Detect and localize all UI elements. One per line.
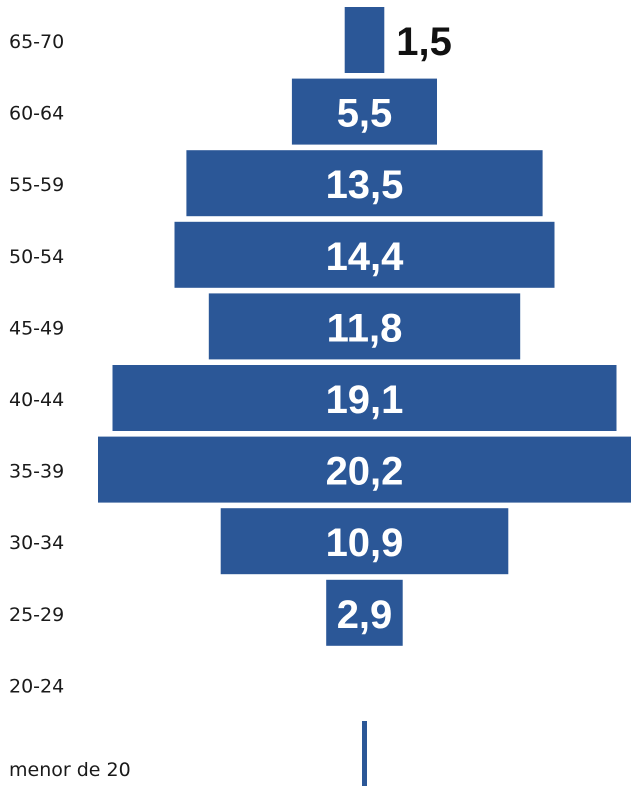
value-label-55-59: 13,5 xyxy=(326,163,404,207)
bar-40-44 xyxy=(112,365,617,431)
value-label-50-54: 14,4 xyxy=(326,235,405,279)
value-label-60-64: 5,5 xyxy=(337,92,393,136)
bar-menor-de-20 xyxy=(362,721,367,786)
bar-30-34 xyxy=(220,508,509,575)
category-label-60-64: 60-64 xyxy=(9,103,64,125)
category-label-40-44: 40-44 xyxy=(9,389,64,411)
value-label-45-49: 11,8 xyxy=(327,306,403,350)
category-label-30-34: 30-34 xyxy=(9,532,64,554)
value-label-35-39: 20,2 xyxy=(326,450,404,494)
value-label-40-44: 19,1 xyxy=(326,378,404,422)
category-labels: 65-70 60-64 55-59 50-54 45-49 40-44 35-39 30-34… xyxy=(9,31,131,781)
bar-25-29 xyxy=(326,579,403,646)
category-label-55-59: 55-59 xyxy=(9,174,64,196)
bar-60-64 xyxy=(291,78,437,145)
category-label-menor-de-20: menor de 20 xyxy=(9,759,131,781)
bar-35-39 xyxy=(98,436,631,503)
value-labels: 1,55,5 13,5 14,4 11,8 19,1 20,2 10,9 2,9 xyxy=(326,20,452,637)
value-label-65-70: 1,5 xyxy=(396,20,452,64)
bar-50-54 xyxy=(174,221,555,288)
category-label-50-54: 50-54 xyxy=(9,246,64,268)
bar-65-70 xyxy=(344,7,385,73)
category-label-65-70: 65-70 xyxy=(9,31,64,53)
bar-45-49 xyxy=(208,293,521,360)
value-label-30-34: 10,9 xyxy=(326,521,404,565)
bar-55-59 xyxy=(186,150,543,217)
category-label-25-29: 25-29 xyxy=(9,604,64,626)
category-label-35-39: 35-39 xyxy=(9,461,64,483)
category-label-45-49: 45-49 xyxy=(9,317,64,339)
bars-group xyxy=(98,7,631,786)
category-label-20-24: 20-24 xyxy=(9,675,64,697)
value-label-25-29: 2,9 xyxy=(337,593,393,637)
